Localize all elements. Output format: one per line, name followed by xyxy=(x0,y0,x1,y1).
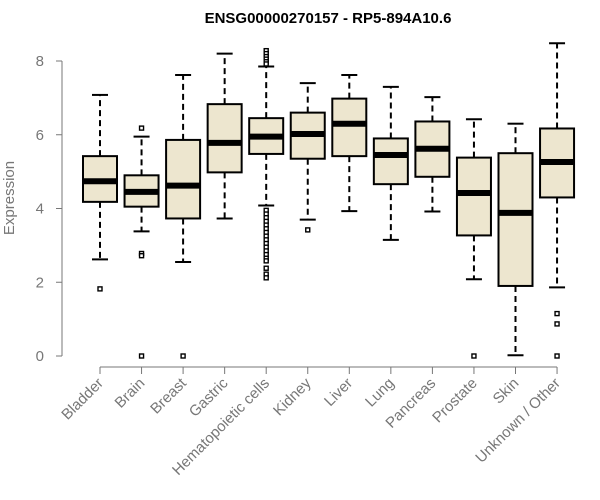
x-tick-label: Bladder xyxy=(58,375,107,424)
outlier-point xyxy=(97,286,103,292)
box-liver xyxy=(331,74,368,213)
box-pancreas xyxy=(414,96,451,213)
outlier-point xyxy=(305,227,311,233)
iqr-box xyxy=(455,156,492,237)
y-tick-label: 8 xyxy=(36,53,44,70)
x-tick-label: Kidney xyxy=(270,374,315,419)
y-tick-label: 6 xyxy=(36,127,44,144)
x-tick-label: Brain xyxy=(112,375,149,412)
outlier-point xyxy=(554,353,560,359)
box-kidney xyxy=(289,82,326,233)
box-brain xyxy=(123,125,160,359)
x-tick-label: Lung xyxy=(362,375,398,411)
x-tick-label: Breast xyxy=(147,374,190,417)
iqr-box xyxy=(206,103,243,174)
outlier-point xyxy=(263,265,269,271)
outlier-point xyxy=(554,321,560,327)
y-axis: 0 2 4 6 8 xyxy=(36,53,63,365)
box-gastric xyxy=(206,52,243,220)
y-tick-label: 2 xyxy=(36,274,44,291)
box-lung xyxy=(372,85,409,241)
x-tick-label: Liver xyxy=(321,375,356,410)
x-tick-label: Prostate xyxy=(429,375,481,427)
outlier-point xyxy=(471,353,477,359)
y-tick-label: 4 xyxy=(36,201,44,218)
box-prostate xyxy=(455,118,492,359)
y-axis-title: Expression xyxy=(1,161,18,235)
box-breast xyxy=(165,74,202,359)
box-bladder xyxy=(82,93,118,292)
outlier-point xyxy=(263,61,269,67)
box-unknown-other xyxy=(539,42,576,359)
chart-title: ENSG00000270157 - RP5-894A10.6 xyxy=(205,10,452,27)
box-hematopoietic-cells xyxy=(248,47,285,281)
iqr-box xyxy=(497,152,534,287)
y-tick-label: 0 xyxy=(36,348,44,365)
outlier-point xyxy=(263,275,269,281)
outlier-point xyxy=(138,252,145,259)
outlier-point xyxy=(180,353,186,359)
iqr-box xyxy=(331,97,368,158)
outlier-point xyxy=(138,125,145,131)
box-skin xyxy=(497,122,534,357)
outlier-point xyxy=(554,310,560,317)
iqr-box xyxy=(372,137,409,186)
plot-area xyxy=(82,42,576,359)
outlier-point xyxy=(138,353,145,359)
outlier-point xyxy=(263,258,269,264)
x-tick-label: Skin xyxy=(490,375,523,408)
iqr-box xyxy=(165,138,202,220)
